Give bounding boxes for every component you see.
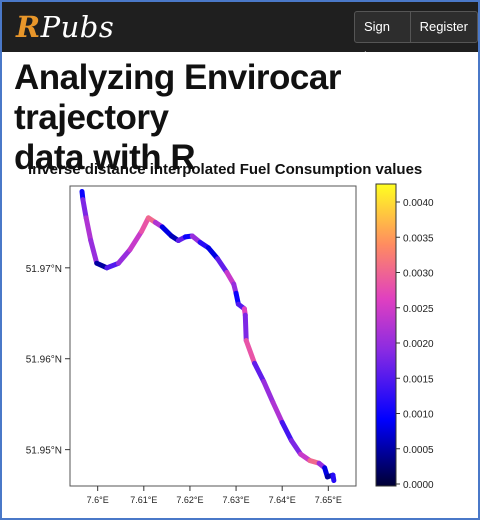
- colorbar-tick-label: 0.0010: [403, 410, 434, 421]
- y-tick-label: 51.95°N: [26, 446, 62, 457]
- colorbar-tick-label: 0.0005: [403, 445, 434, 456]
- colorbar-tick-label: 0.0035: [403, 233, 434, 244]
- fuel-consumption-chart: inverse distance interpolated Fuel Consu…: [26, 161, 434, 505]
- logo-text: Pubs: [40, 10, 115, 44]
- track-segment: [88, 238, 100, 266]
- register-button[interactable]: Register: [419, 19, 468, 34]
- track-segment: [261, 378, 276, 405]
- track-segment: [127, 228, 144, 253]
- track-segment: [139, 215, 151, 234]
- colorbar-tick-label: 0.0020: [403, 339, 434, 350]
- track-segment: [242, 312, 249, 344]
- track-segment: [270, 399, 285, 425]
- y-tick-label: 51.96°N: [26, 355, 62, 366]
- x-tick-label: 7.62°E: [176, 495, 203, 505]
- colorbar-tick-label: 0.0025: [403, 304, 434, 315]
- rpubs-logo[interactable]: RPubs: [16, 10, 114, 44]
- colorbar-tick-label: 0.0030: [403, 269, 434, 280]
- colorbar-ticks: 0.0040 0.0035 0.0030 0.0025 0.0020 0.0015 0.00…: [396, 198, 434, 491]
- track-segment: [288, 438, 304, 457]
- colorbar-tick-label: 0.0040: [403, 198, 434, 209]
- y-tick-label: 51.97°N: [26, 264, 62, 275]
- x-tick-label: 7.6°E: [87, 495, 109, 505]
- colorbar-tick-label: 0.0015: [403, 374, 434, 385]
- logo-r: R: [16, 10, 41, 44]
- track-segment: [252, 360, 267, 384]
- track-segment: [80, 197, 89, 221]
- x-axis: 7.6°E 7.61°E 7.62°E 7.63°E 7.64°E 7.65°E: [87, 486, 342, 505]
- colorbar-tick-label: 0.0000: [403, 480, 434, 491]
- y-axis: 51.97°N 51.96°N 51.95°N: [26, 264, 70, 457]
- track-segment: [330, 472, 337, 484]
- track-segment: [279, 419, 294, 444]
- track-segment: [83, 215, 94, 244]
- x-tick-label: 7.65°E: [315, 495, 342, 505]
- chart-title: inverse distance interpolated Fuel Consu…: [28, 161, 422, 178]
- plot-area-frame: [69, 185, 357, 487]
- trajectory-track: [79, 188, 337, 484]
- button-divider: [409, 12, 411, 42]
- x-tick-label: 7.63°E: [223, 495, 250, 505]
- page-title-line1: Analyzing Envirocar trajectory: [14, 58, 341, 137]
- sign-in-button[interactable]: Sign in: [364, 19, 391, 64]
- track-segment: [115, 247, 133, 266]
- page-title: Analyzing Envirocar trajectory data with…: [14, 58, 474, 178]
- x-tick-label: 7.61°E: [130, 495, 157, 505]
- track-segment: [215, 256, 230, 275]
- top-navbar: RPubs Sign in Register: [2, 2, 478, 64]
- track-segment: [243, 338, 258, 366]
- auth-button-group: Sign in Register: [354, 11, 478, 64]
- colorbar: [375, 183, 397, 487]
- page-title-line2: data with R: [14, 138, 196, 177]
- x-tick-label: 7.64°E: [269, 495, 296, 505]
